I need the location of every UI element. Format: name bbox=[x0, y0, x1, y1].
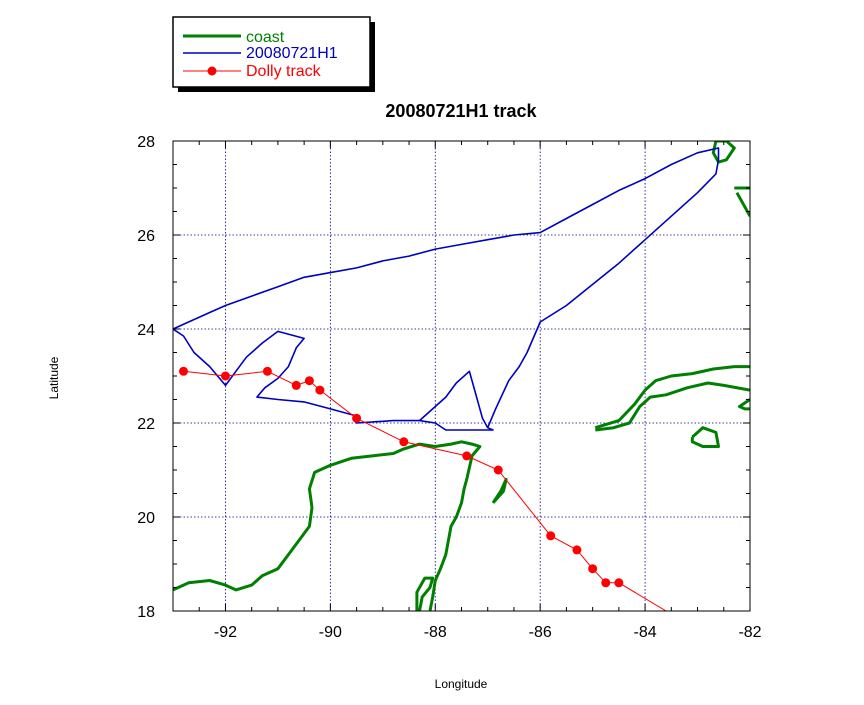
flight-track-line bbox=[173, 147, 720, 431]
ticks: -92 -90 -88 -86 -84 -82 18 20 22 24 26 28 bbox=[137, 134, 761, 641]
dolly-track-point bbox=[546, 531, 556, 541]
x-axis-label: Longitude bbox=[435, 677, 488, 691]
x-tick-label: -86 bbox=[529, 624, 552, 641]
x-tick-label: -82 bbox=[738, 624, 761, 641]
dolly-track-point bbox=[315, 385, 325, 395]
x-tick-label: -92 bbox=[214, 624, 237, 641]
dolly-track-point bbox=[614, 578, 624, 588]
dolly-track-point bbox=[601, 578, 611, 588]
y-tick-label: 22 bbox=[137, 416, 155, 433]
dolly-track-point bbox=[178, 366, 188, 376]
dolly-track-point bbox=[588, 564, 598, 574]
x-tick-label: -84 bbox=[634, 624, 657, 641]
y-axis-label: Latitude bbox=[47, 356, 61, 399]
dolly-track-point bbox=[462, 451, 472, 461]
dolly-track-point bbox=[493, 465, 503, 475]
legend-label-dolly: Dolly track bbox=[246, 63, 322, 80]
y-tick-label: 24 bbox=[137, 322, 155, 339]
legend-box bbox=[172, 16, 371, 88]
y-tick-label: 28 bbox=[137, 134, 155, 151]
dolly-track-point bbox=[291, 380, 301, 390]
legend-label-coast: coast bbox=[246, 29, 285, 46]
coast-line bbox=[735, 191, 750, 217]
dolly-track-point bbox=[304, 376, 314, 386]
legend-label-flight: 20080721H1 bbox=[246, 45, 338, 62]
dolly-track-point bbox=[352, 413, 362, 423]
series-layer bbox=[173, 141, 750, 611]
y-tick-label: 20 bbox=[137, 510, 155, 527]
coast-line bbox=[711, 141, 736, 164]
y-tick-label: 26 bbox=[137, 228, 155, 245]
grid bbox=[173, 141, 750, 611]
coast-line bbox=[173, 440, 482, 611]
coast-line bbox=[491, 477, 508, 504]
plot-frame bbox=[172, 140, 751, 612]
coast-line bbox=[690, 426, 720, 448]
coast-line bbox=[595, 381, 750, 432]
coast-line bbox=[594, 365, 750, 430]
flight-track-loop bbox=[418, 370, 489, 429]
legend-marker-dolly bbox=[207, 66, 217, 76]
x-tick-label: -88 bbox=[424, 624, 447, 641]
dolly-track-line bbox=[183, 370, 667, 611]
x-tick-label: -90 bbox=[319, 624, 342, 641]
chart-title: 20080721H1 track bbox=[385, 101, 537, 121]
coast-line bbox=[415, 576, 435, 611]
coast-line bbox=[738, 398, 750, 411]
dolly-track-point bbox=[262, 366, 272, 376]
dolly-track-point bbox=[220, 371, 230, 381]
dolly-track-point bbox=[572, 545, 582, 555]
legend: coast 20080721H1 Dolly track bbox=[172, 16, 375, 92]
y-tick-label: 18 bbox=[137, 604, 155, 621]
dolly-track-point bbox=[399, 437, 409, 447]
